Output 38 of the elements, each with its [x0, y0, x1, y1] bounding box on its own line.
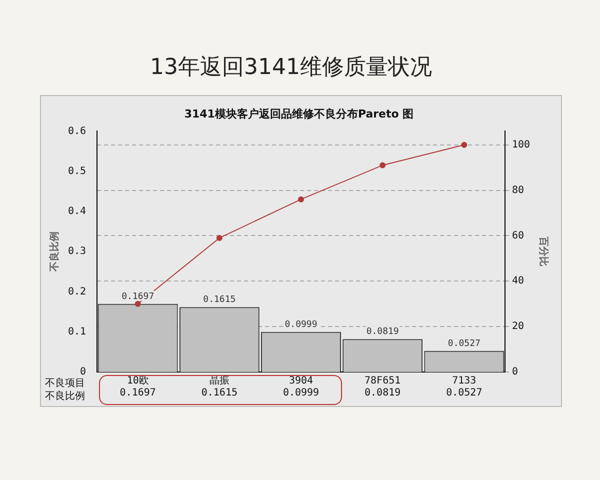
y2-tick-label: 20	[512, 321, 524, 332]
text: 不良比例	[45, 390, 85, 402]
y-tick-label: 0.6	[68, 126, 86, 137]
y2-tick-label: 100	[512, 139, 530, 150]
data-label: 0.1697	[120, 388, 156, 399]
point	[461, 142, 468, 148]
y-tick-label: 0.2	[68, 286, 86, 298]
y2-tick-label: 80	[512, 184, 524, 196]
chart-title: 13年返回3141维修质量状况	[150, 54, 432, 82]
data-label: 0.1615	[201, 388, 238, 399]
y-tick-label: 0.4	[68, 206, 86, 218]
x-tick-label: 78F651	[364, 376, 401, 387]
text: 0.0527	[448, 338, 480, 349]
x-tick-label: 3904	[288, 376, 314, 387]
y-tick-label: 0.5	[68, 166, 86, 177]
y2-tick-label: 0	[512, 366, 518, 378]
point	[298, 196, 304, 202]
text: 0.1697	[122, 292, 154, 302]
y-tick-label: 0.1	[68, 326, 86, 338]
text: 0.0819	[366, 327, 399, 338]
y2-tick-label: 60	[512, 230, 524, 242]
y-axis-title: 不良比例	[48, 232, 61, 273]
point	[380, 162, 386, 168]
x-tick-label: 10欧	[126, 376, 149, 387]
y2-axis-title: 百分比	[537, 236, 550, 267]
point	[216, 234, 222, 241]
y2-tick-label: 40	[512, 276, 524, 287]
text: 0.0999	[284, 320, 318, 330]
y-tick-label: 0.3	[68, 246, 86, 258]
text: 不良项目	[45, 377, 85, 389]
y-tick-label: 0	[80, 366, 86, 378]
x-tick-label: 7133	[452, 376, 476, 387]
data-label: 0.0999	[282, 388, 320, 399]
data-label: 0.0819	[364, 388, 401, 399]
point	[134, 300, 141, 307]
text: 0.1615	[203, 295, 236, 306]
chart-subtitle: 3141模块客户返回品维修不良分布Pareto 图	[184, 107, 414, 120]
data-label: 0.0527	[446, 388, 482, 399]
